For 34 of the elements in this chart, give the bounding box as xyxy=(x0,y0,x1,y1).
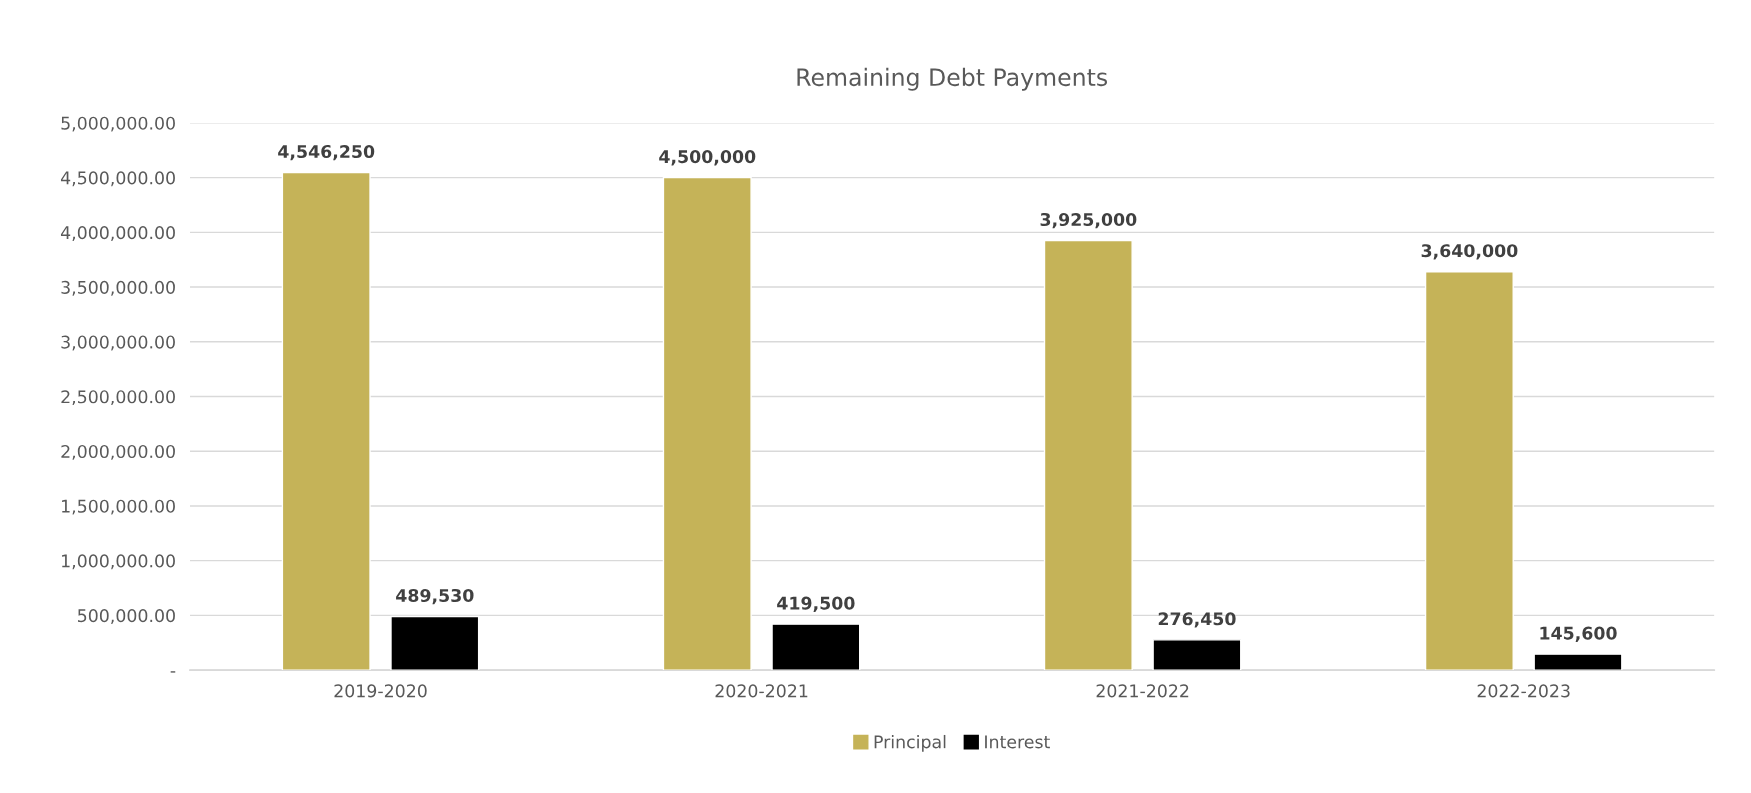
bar xyxy=(281,171,371,671)
x-tick-label: 2019-2020 xyxy=(334,684,427,698)
bar xyxy=(771,623,861,671)
data-label: 489,530 xyxy=(396,588,474,605)
y-tick-label: 3,500,000.00 xyxy=(61,280,175,296)
y-tick-label: 1,000,000.00 xyxy=(62,554,175,570)
y-tick-label: 2,000,000.00 xyxy=(61,444,175,460)
y-tick-label: 2,500,000.00 xyxy=(61,390,175,406)
y-tick-label: 3,000,000.00 xyxy=(61,335,175,351)
y-tick-label: 4,000,000.00 xyxy=(60,226,175,241)
legend-label: Principal xyxy=(874,734,946,752)
bar xyxy=(1424,271,1514,671)
data-label: 4,546,250 xyxy=(278,144,375,161)
data-label: 3,640,000 xyxy=(1421,244,1518,260)
chart-title: Remaining Debt Payments xyxy=(797,67,1108,91)
data-label: 145,600 xyxy=(1540,626,1617,642)
data-label: 276,450 xyxy=(1158,612,1236,628)
y-tick-label: 4,500,000.00 xyxy=(60,171,175,187)
data-label: 4,500,000 xyxy=(659,150,756,166)
bar xyxy=(1043,239,1133,671)
y-tick-label: 5,000,000.00 xyxy=(61,116,175,132)
y-tick-label: - xyxy=(170,671,176,673)
bar xyxy=(662,176,752,671)
bar xyxy=(390,615,480,671)
bar xyxy=(1533,653,1623,671)
y-tick-label: 500,000.00 xyxy=(78,609,175,624)
data-label: 419,500 xyxy=(777,596,855,612)
x-tick-label: 2020-2021 xyxy=(715,684,808,698)
bar xyxy=(1152,639,1242,671)
x-tick-label: 2021-2022 xyxy=(1096,684,1189,698)
y-tick-label: 1,500,000.00 xyxy=(62,499,175,515)
legend-label: Interest xyxy=(985,735,1050,749)
data-label: 3,925,000 xyxy=(1040,212,1137,229)
x-tick-label: 2022-2023 xyxy=(1477,684,1570,698)
